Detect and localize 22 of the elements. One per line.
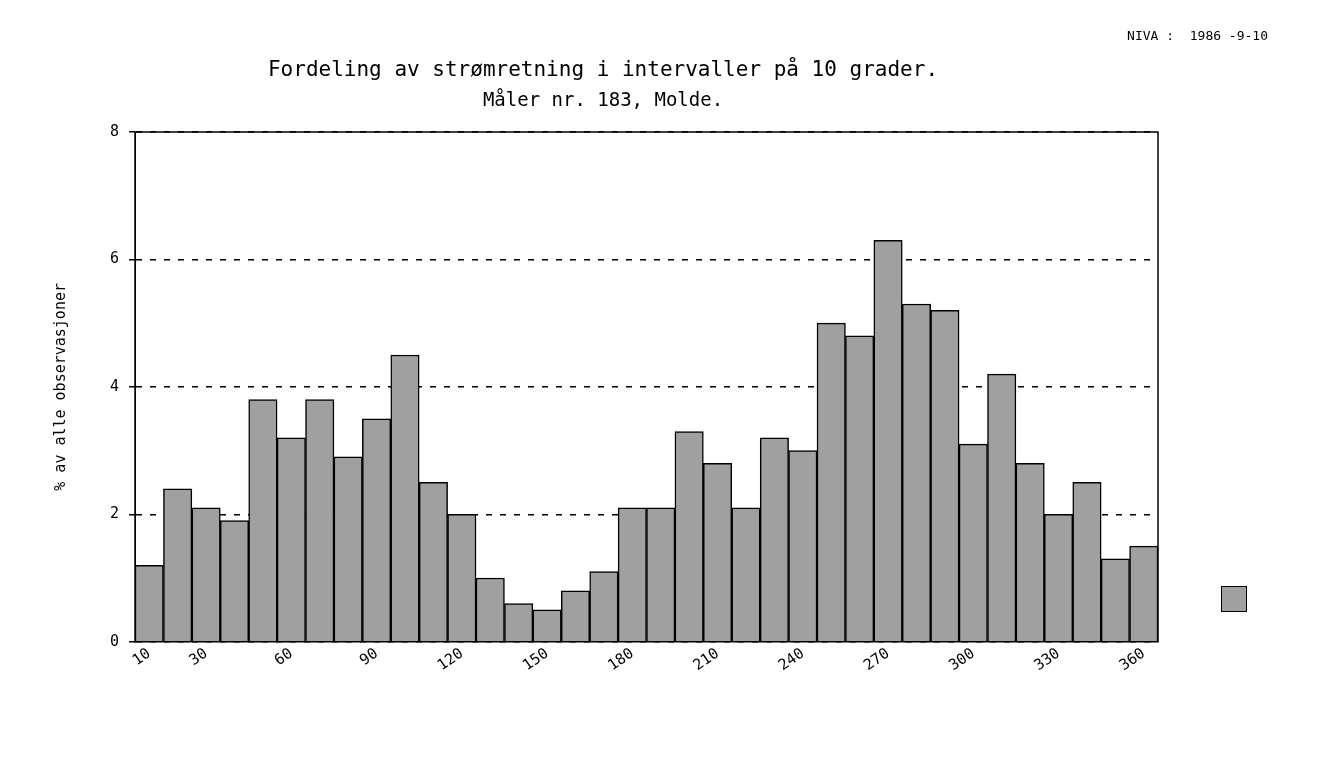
y-tick-label: 8 [110,121,120,140]
x-tick-label: 10 [128,643,154,669]
x-tick-label: 360 [1115,643,1149,675]
x-tick-label: 150 [519,643,552,675]
x-tick-label: 120 [433,643,467,675]
y-tick-label: 4 [110,376,120,395]
y-tick-label: 0 [110,631,120,650]
y-axis-title: % av alle observasjoner [50,283,69,491]
x-tick-label: 330 [1030,643,1064,675]
x-tick-label: 270 [860,643,893,675]
x-tick-label: 210 [689,643,723,675]
x-tick-label: 180 [604,643,637,675]
chart-subtitle: Måler nr. 183, Molde. [482,87,724,110]
x-tick-label: 30 [185,643,211,669]
x-tick-label: 90 [355,643,382,669]
y-tick-label: 6 [110,249,120,268]
chart-title: Fordeling av strømretning i intervaller på 10 grader. [267,56,939,82]
y-tick-label: 2 [110,504,120,523]
x-tick-label: 300 [945,643,978,675]
text: NIVA : 1986 -9-10 [1127,28,1268,43]
x-tick-label: 240 [774,643,808,675]
x-tick-label: 60 [270,643,296,669]
